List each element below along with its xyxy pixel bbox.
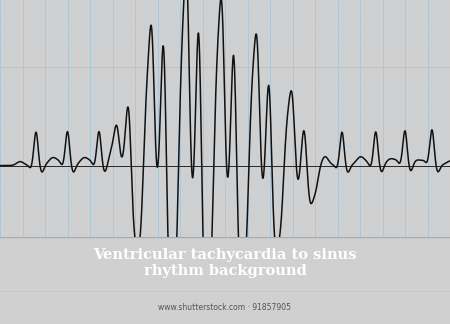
Text: Ventricular tachycardia to sinus
rhythm background: Ventricular tachycardia to sinus rhythm … [93,248,357,278]
Text: www.shutterstock.com · 91857905: www.shutterstock.com · 91857905 [158,303,292,312]
